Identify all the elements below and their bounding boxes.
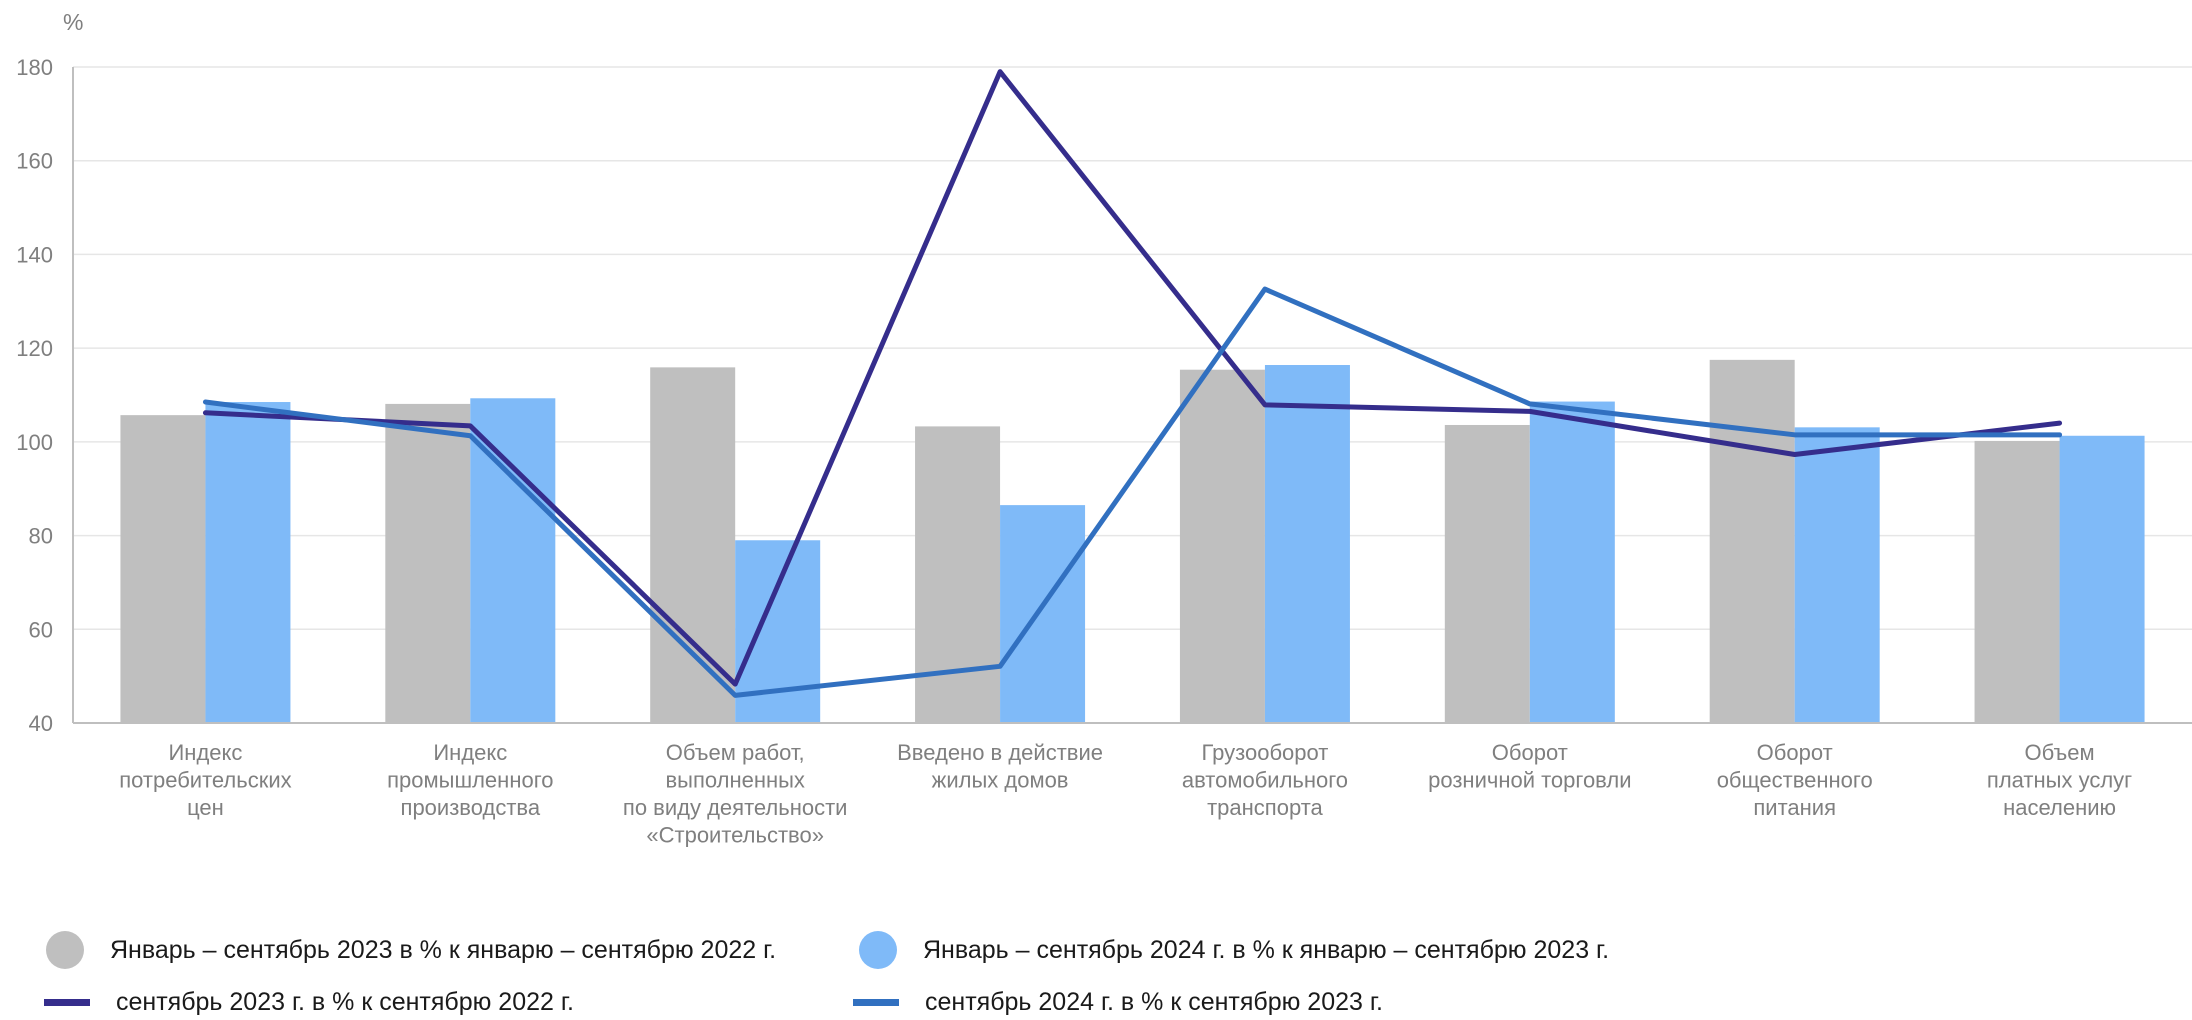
bar-series-2 <box>1529 401 1615 723</box>
x-tick-label: Грузооборот автомобильного транспорта <box>1182 740 1348 820</box>
bar-series-1 <box>1444 424 1530 723</box>
x-tick-label: Оборот розничной торговли <box>1428 740 1631 793</box>
x-tick-label-line: Грузооборот <box>1201 740 1328 765</box>
x-tick-label-line: Индекс <box>168 740 242 765</box>
x-tick-label-line: общественного <box>1717 768 1873 793</box>
y-tick-label: 180 <box>16 55 53 80</box>
legend-label-series-2: Январь – сентябрь 2024 г. в % к январю –… <box>923 935 1610 964</box>
y-tick-label: 60 <box>29 617 53 642</box>
legend-swatch-series-1 <box>46 931 84 969</box>
x-tick-label-line: потребительских <box>119 768 291 793</box>
bar-series-1 <box>120 415 206 723</box>
legend-item-series-3: сентябрь 2023 г. в % к сентябрю 2022 г. <box>44 988 574 1017</box>
x-tick-label: Введено в действие жилых домов <box>897 740 1103 793</box>
x-tick-label-line: питания <box>1753 795 1836 820</box>
x-tick-label-line: розничной торговли <box>1428 768 1631 793</box>
y-tick-label: 100 <box>16 430 53 455</box>
bars <box>120 359 2145 723</box>
x-tick-label-line: автомобильного <box>1182 768 1348 793</box>
x-tick-label-line: Оборот <box>1757 740 1833 765</box>
y-tick-label: 140 <box>16 242 53 267</box>
x-tick-label-line: Индекс <box>433 740 507 765</box>
x-tick-label-line: выполненных <box>665 768 805 793</box>
x-tick-label: Объем платных услуг населению <box>1987 740 2132 820</box>
x-tick-label: Объем работ, выполненных по виду деятельно… <box>623 740 848 848</box>
x-tick-label-line: населению <box>2003 795 2116 820</box>
x-tick-label-line: Введено в действие <box>897 740 1103 765</box>
y-axis-label: % <box>63 9 83 35</box>
x-tick-label-line: промышленного <box>387 768 553 793</box>
x-tick-label-line: жилых домов <box>932 768 1069 793</box>
x-tick-label-line: Объем <box>2025 740 2095 765</box>
legend-item-series-2: Январь – сентябрь 2024 г. в % к январю –… <box>859 931 1609 969</box>
bar-series-1 <box>1974 440 2060 723</box>
legend-item-series-1: Январь – сентябрь 2023 в % к январю – се… <box>46 931 776 969</box>
legend-swatch-series-2 <box>859 931 897 969</box>
bar-series-1 <box>915 426 1001 723</box>
legend-swatch-series-4 <box>853 999 899 1006</box>
legend-label-series-1: Январь – сентябрь 2023 в % к январю – се… <box>110 935 777 964</box>
x-tick-label: Индекс промышленного производства <box>387 740 553 820</box>
y-tick-label: 80 <box>29 524 53 549</box>
legend-item-series-4: сентябрь 2024 г. в % к сентябрю 2023 г. <box>853 988 1383 1017</box>
x-tick-label-line: цен <box>187 795 224 820</box>
bar-series-1 <box>1179 369 1265 723</box>
bar-series-2 <box>1264 365 1350 723</box>
bar-series-1 <box>1709 359 1795 723</box>
bar-series-2 <box>2059 435 2145 723</box>
bar-series-2 <box>205 402 291 723</box>
x-tick-label: Индекс потребительских цен <box>119 740 291 820</box>
legend-label-series-4: сентябрь 2024 г. в % к сентябрю 2023 г. <box>925 988 1383 1016</box>
legend-label-series-3: сентябрь 2023 г. в % к сентябрю 2022 г. <box>116 988 574 1016</box>
x-tick-label-line: Объем работ, <box>666 740 805 765</box>
x-tick-label: Оборот общественного питания <box>1717 740 1873 820</box>
bar-series-2 <box>1794 427 1880 723</box>
x-tick-label-line: Оборот <box>1492 740 1568 765</box>
y-tick-label: 40 <box>29 711 53 736</box>
y-tick-labels: 40 60 80 100 120 140 160 180 <box>16 55 53 736</box>
x-tick-label-line: платных услуг <box>1987 768 2132 793</box>
x-tick-label-line: «Строительство» <box>646 823 824 848</box>
bar-series-1 <box>650 367 736 723</box>
y-tick-label: 120 <box>16 336 53 361</box>
x-tick-label-line: по виду деятельности <box>623 795 848 820</box>
y-tick-label: 160 <box>16 149 53 174</box>
axes <box>72 67 2192 724</box>
legend-swatch-series-3 <box>44 999 90 1006</box>
bar-series-1 <box>385 403 471 723</box>
lines <box>202 69 2063 698</box>
x-tick-labels: Индекс потребительских цен Индекс промышленн… <box>119 740 2132 848</box>
x-tick-label-line: транспорта <box>1207 795 1323 820</box>
chart: 40 60 80 100 120 140 160 180 Индекс потребительс… <box>16 9 2192 848</box>
x-tick-label-line: производства <box>401 795 541 820</box>
line-series-3 <box>202 69 2063 687</box>
line-series-4 <box>202 286 2063 698</box>
bar-series-2 <box>1000 505 1086 723</box>
